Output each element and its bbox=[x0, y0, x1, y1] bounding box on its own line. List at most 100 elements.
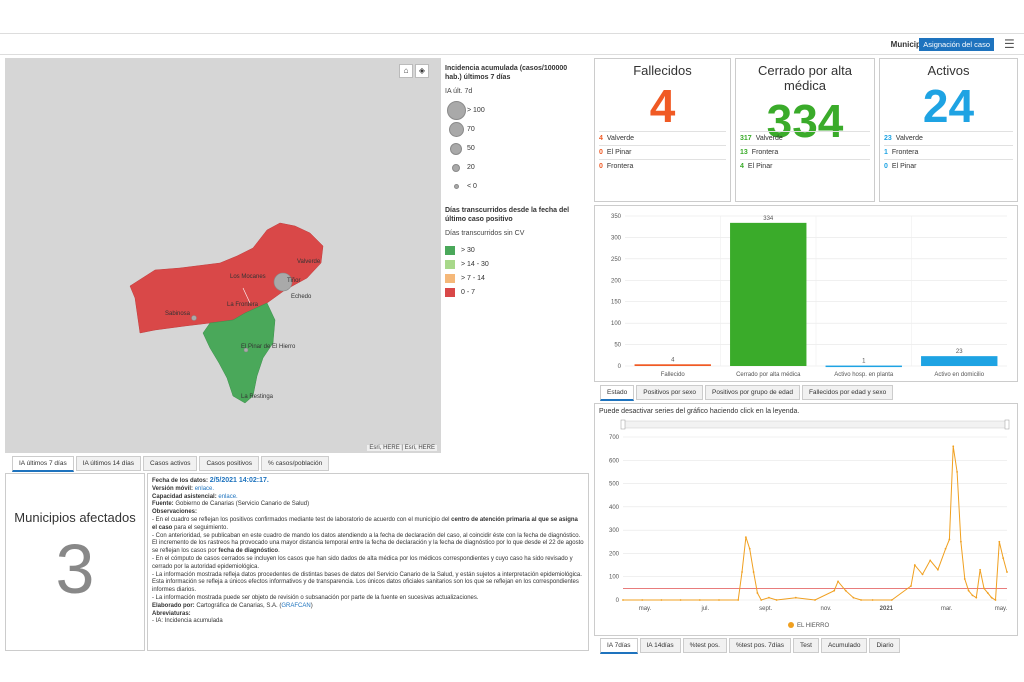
y-tick-label: 100 bbox=[609, 575, 620, 581]
asignacion-button[interactable]: Asignación del caso bbox=[919, 38, 994, 51]
data-point bbox=[971, 594, 974, 597]
kpi-row-name: Valverde bbox=[606, 135, 635, 142]
tab-ia-7[interactable]: IA últimos 7 días bbox=[12, 456, 74, 472]
kpi-row-count: 0 bbox=[884, 163, 888, 170]
bar[interactable] bbox=[730, 222, 807, 366]
data-point bbox=[986, 592, 989, 594]
tab-positivos-edad[interactable]: Positivos por grupo de edad bbox=[705, 385, 800, 400]
region-south[interactable] bbox=[202, 302, 276, 404]
circle-swatch bbox=[448, 122, 464, 137]
kpi-row-count: 23 bbox=[884, 135, 892, 142]
data-point bbox=[698, 599, 701, 601]
info-text: - En el cuadro se reflejan los positivos… bbox=[152, 516, 450, 523]
bar-chart[interactable]: 0 50 100 150 200 250 300 350 4 Fallecido 334 Cerrad… bbox=[595, 206, 1017, 381]
line-chart[interactable]: 0 100 200 300 400 500 600 700 may. jul. sept. nov. 2… bbox=[595, 417, 1017, 635]
kpi-row-count: 0 bbox=[599, 163, 603, 170]
info-text: para el seguimiento. bbox=[174, 524, 229, 531]
hamburger-icon[interactable]: ☰ bbox=[1004, 37, 1015, 51]
kpi-row-name: Valverde bbox=[755, 135, 783, 142]
data-point bbox=[913, 564, 916, 566]
kpi-row-name: Frontera bbox=[751, 149, 779, 156]
kpi-row: 4 El Pinar bbox=[740, 159, 870, 173]
legend-label: > 30 bbox=[461, 246, 475, 254]
info-text: fecha de diagnóstico bbox=[218, 548, 279, 555]
line-chart-panel: Puede desactivar series del gráfico haci… bbox=[594, 403, 1018, 636]
tab-test-pos[interactable]: %test pos. bbox=[682, 638, 727, 653]
map-view[interactable]: ⌂ ◈ Valverde Los Mocanes Tiñor La Fronte… bbox=[5, 58, 441, 453]
data-point bbox=[952, 445, 955, 448]
data-point bbox=[860, 599, 862, 601]
info-text: Gobierno de Canarias (Servicio Canario d… bbox=[175, 501, 310, 508]
data-point bbox=[748, 547, 751, 550]
municipios-title: Municipios afectados bbox=[14, 510, 136, 525]
y-tick-label: 300 bbox=[611, 235, 622, 241]
grafcan-link[interactable]: GRAFCAN bbox=[281, 602, 311, 609]
data-point bbox=[1006, 571, 1008, 573]
legend-marker[interactable] bbox=[788, 622, 794, 628]
tab-fallecidos-edad-sexo[interactable]: Fallecidos por edad y sexo bbox=[801, 385, 894, 400]
y-tick-label: 200 bbox=[611, 278, 622, 284]
data-point bbox=[837, 580, 839, 583]
tab-casos-poblacion[interactable]: % casos/población bbox=[261, 456, 330, 471]
tab-ia-7dias[interactable]: IA 7días bbox=[600, 638, 638, 654]
tab-acumulado[interactable]: Acumulado bbox=[820, 638, 868, 653]
map-legend: Incidencia acumulada (casos/100000 hab.)… bbox=[441, 58, 589, 453]
kpi-row-name: El Pinar bbox=[747, 163, 773, 170]
bar-chart-tabs: Estado Positivos por sexo Positivos por … bbox=[600, 385, 895, 401]
range-navigator[interactable] bbox=[622, 420, 1008, 429]
legend-label: 0 - 7 bbox=[461, 288, 476, 296]
legend-title-incidence: Incidencia acumulada (casos/100000 hab.)… bbox=[445, 65, 568, 81]
info-label: Fuente: bbox=[152, 501, 174, 508]
place-label: El Pinar de El Hierro bbox=[241, 344, 296, 350]
tab-ia-14[interactable]: IA últimos 14 días bbox=[75, 456, 142, 471]
kpi-row: 0 El Pinar bbox=[884, 159, 1013, 173]
bar[interactable] bbox=[921, 356, 998, 366]
kpi-row-name: Valverde bbox=[895, 135, 923, 142]
color-swatch bbox=[445, 245, 455, 255]
tab-diario[interactable]: Diario bbox=[869, 638, 901, 653]
tab-ia-14dias[interactable]: IA 14días bbox=[639, 638, 681, 653]
mobile-link[interactable]: enlace. bbox=[194, 485, 215, 492]
data-point bbox=[679, 599, 682, 601]
info-label: Abreviaturas: bbox=[152, 610, 191, 617]
tab-estado[interactable]: Estado bbox=[600, 385, 635, 401]
bar[interactable] bbox=[634, 364, 711, 366]
x-tick-label: Activo en domicilio bbox=[934, 372, 984, 378]
legend-label[interactable]: EL HIERRO bbox=[797, 623, 829, 629]
info-panel: Fecha de los datos: 2/5/2021 14:02:17. V… bbox=[147, 473, 589, 651]
range-handle-right[interactable] bbox=[1004, 419, 1010, 430]
legend-title-days: Días transcurridos desde la fecha del úl… bbox=[445, 207, 570, 223]
municipio-label[interactable]: Municipio bbox=[890, 40, 928, 49]
kpi-row-name: El Pinar bbox=[606, 149, 632, 156]
kpi-title: Activos bbox=[927, 63, 970, 78]
x-tick-label: Activo hosp. en planta bbox=[834, 372, 894, 378]
color-swatch bbox=[445, 259, 455, 269]
island-map[interactable]: Valverde Los Mocanes Tiñor La Frontera E… bbox=[5, 58, 441, 453]
range-handle-left[interactable] bbox=[620, 419, 626, 430]
layers-icon[interactable]: ◈ bbox=[415, 64, 429, 78]
data-point bbox=[948, 538, 951, 541]
data-point bbox=[963, 578, 966, 580]
tab-test[interactable]: Test bbox=[793, 638, 819, 653]
data-point bbox=[998, 540, 1001, 543]
series-line[interactable] bbox=[623, 446, 1008, 601]
data-point bbox=[794, 596, 797, 599]
info-text: - IA: Incidencia acumulada bbox=[152, 618, 223, 625]
kpi-row-name: El Pinar bbox=[891, 163, 917, 170]
color-swatch bbox=[445, 273, 455, 283]
region-north[interactable] bbox=[129, 222, 324, 334]
capacity-link[interactable]: enlace. bbox=[218, 493, 238, 500]
y-tick-label: 0 bbox=[618, 364, 622, 370]
tab-casos-activos[interactable]: Casos activos bbox=[143, 456, 198, 471]
bar[interactable] bbox=[825, 365, 902, 368]
municipios-value: 3 bbox=[55, 530, 95, 608]
data-point bbox=[660, 599, 663, 601]
tab-casos-positivos[interactable]: Casos positivos bbox=[199, 456, 260, 471]
tab-positivos-sexo[interactable]: Positivos por sexo bbox=[636, 385, 703, 400]
kpi-value: 334 bbox=[766, 95, 844, 147]
data-point bbox=[718, 599, 720, 601]
legend-label: > 7 - 14 bbox=[461, 274, 485, 282]
home-icon[interactable]: ⌂ bbox=[399, 64, 413, 78]
tab-test-pos-7dias[interactable]: %test pos. 7días bbox=[728, 638, 792, 653]
incidence-circle-valverde[interactable] bbox=[273, 272, 293, 292]
